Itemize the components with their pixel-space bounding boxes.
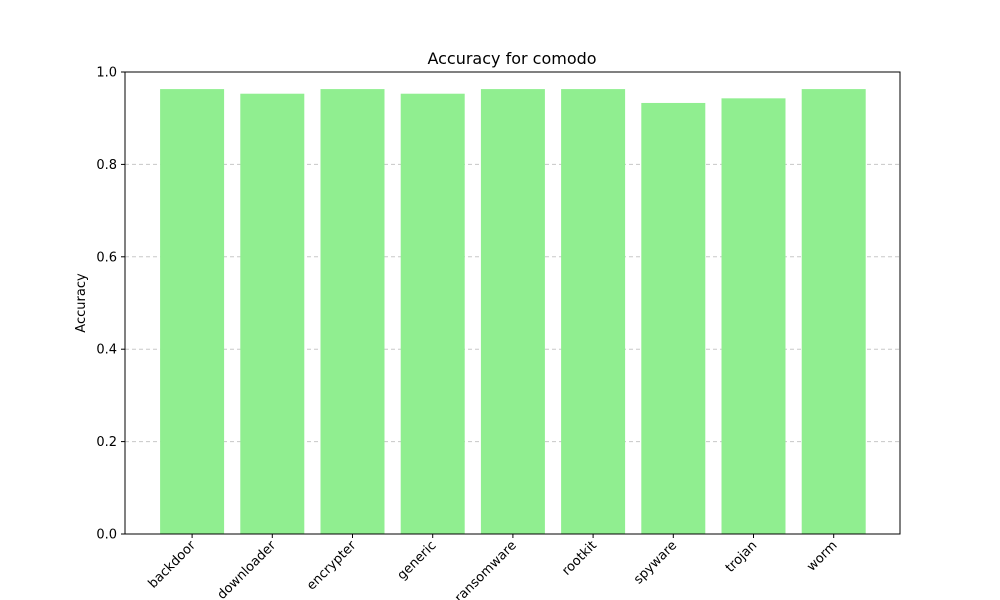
bar-worm [801,89,866,535]
bar-ransomware [480,89,545,535]
chart-title: Accuracy for comodo [427,49,596,68]
x-tick-label: generic [395,538,440,583]
bar-downloader [240,93,305,535]
y-tick-label: 0.6 [96,250,117,265]
y-tick-label: 0.8 [96,158,117,173]
y-axis-label: Accuracy [74,273,89,333]
x-axis-ticks: backdoor downloader encrypter generic ransom… [146,534,841,600]
y-tick-label: 0.2 [96,435,117,450]
bar-rootkit [561,89,626,535]
x-tick-label: rootkit [559,538,600,579]
x-tick-label: trojan [723,538,760,575]
bar-trojan [721,98,786,535]
bar-generic [400,93,465,535]
bars [160,89,866,535]
x-tick-label: backdoor [146,538,200,592]
x-tick-label: spyware [631,538,680,587]
x-tick-label: encrypter [304,538,360,594]
y-axis-ticks: 0.0 0.2 0.4 0.6 0.8 1.0 [96,66,125,543]
x-tick-label: ransomware [452,538,520,600]
y-tick-label: 0.4 [96,343,117,358]
bar-encrypter [320,89,385,535]
x-tick-label: worm [804,538,840,574]
bar-spyware [641,102,706,534]
bar-backdoor [160,89,225,535]
y-tick-label: 1.0 [96,66,117,81]
y-tick-label: 0.0 [96,528,117,543]
x-tick-label: downloader [215,538,280,600]
